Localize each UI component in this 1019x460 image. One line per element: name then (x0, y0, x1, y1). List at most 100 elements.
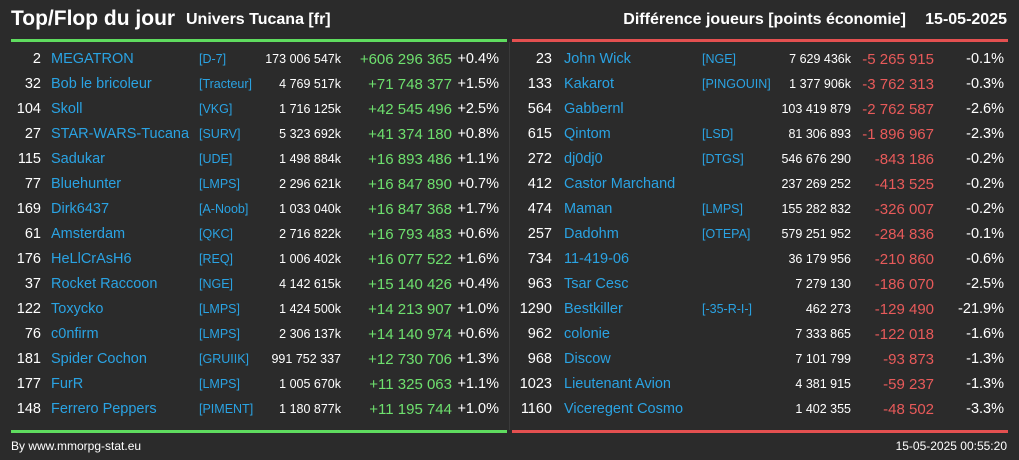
footer-timestamp: 15-05-2025 00:55:20 (895, 439, 1007, 453)
percent-change: -2.5% (966, 276, 1004, 292)
player-name-link[interactable]: Rocket Raccoon (51, 276, 158, 292)
percent-change: -1.3% (966, 376, 1004, 392)
top-player-row: 37 Rocket Raccoon [NGE] 4 142 615k +15 140 4… (0, 272, 500, 297)
player-name-link[interactable]: Tsar Cesc (564, 276, 629, 292)
alliance-tag-link[interactable]: [SURV] (199, 127, 241, 141)
alliance-tag-link[interactable]: [GRUIIK] (199, 352, 250, 366)
player-rank: 963 (527, 276, 552, 292)
player-name-link[interactable]: Lieutenant Avion (564, 376, 671, 392)
player-name-link[interactable]: Bob le bricoleur (51, 76, 152, 92)
points-difference: -93 873 (883, 351, 934, 368)
alliance-tag-link[interactable]: [LSD] (702, 127, 734, 141)
header-date: 15-05-2025 (925, 11, 1007, 28)
percent-change: +0.4% (457, 276, 499, 292)
percent-change: +1.3% (457, 351, 499, 367)
alliance-tag-link[interactable]: [REQ] (199, 252, 234, 266)
alliance-tag-link[interactable]: [NGE] (702, 52, 737, 66)
player-name-link[interactable]: Qintom (564, 126, 611, 142)
player-name-link[interactable]: John Wick (564, 51, 631, 67)
alliance-tag-link[interactable]: [LMPS] (199, 302, 240, 316)
player-name-link[interactable]: Bluehunter (51, 176, 122, 192)
player-rank: 104 (16, 101, 41, 117)
alliance-tag-link[interactable]: [A-Noob] (199, 202, 249, 216)
player-name-link[interactable]: Dirk6437 (51, 201, 110, 217)
alliance-tag-link[interactable]: [NGE] (199, 277, 234, 291)
top-player-row: 27 STAR-WARS-Tucana [SURV] 5 323 692k +41 37… (0, 122, 500, 147)
player-name-link[interactable]: c0nfirm (51, 326, 99, 342)
player-name-link[interactable]: Bestkiller (564, 301, 623, 317)
player-rank: 1160 (520, 401, 552, 417)
player-name-link[interactable]: Dadohm (564, 226, 619, 242)
top-divider-bar (11, 39, 507, 42)
player-name-link[interactable]: Skoll (51, 101, 83, 117)
player-name-link[interactable]: 11-419-06 (564, 251, 630, 267)
alliance-tag-link[interactable]: [LMPS] (199, 177, 240, 191)
player-name-link[interactable]: Sadukar (51, 151, 106, 167)
player-points: 1 402 355 (795, 402, 851, 416)
player-name-link[interactable]: MEGATRON (51, 51, 134, 67)
player-name-link[interactable]: FurR (51, 376, 84, 392)
alliance-tag-link[interactable]: [PIMENT] (199, 402, 254, 416)
top-player-row: 177 FurR [LMPS] 1 005 670k +11 325 063 +1.1% (0, 372, 500, 397)
player-name-link[interactable]: colonie (564, 326, 610, 342)
percent-change: +1.7% (457, 201, 499, 217)
player-name-link[interactable]: Amsterdam (51, 226, 126, 242)
player-name-link[interactable]: dj0dj0 (564, 151, 603, 167)
alliance-tag-link[interactable]: [-35-R-I-] (702, 302, 752, 316)
points-difference: -59 237 (883, 376, 934, 393)
player-rank: 61 (24, 226, 41, 242)
percent-change: +0.4% (457, 51, 499, 67)
player-rank: 257 (527, 226, 552, 242)
percent-change: +0.8% (457, 126, 499, 142)
alliance-tag-link[interactable]: [PINGOUIN] (702, 77, 771, 91)
points-difference: +606 296 365 (359, 51, 452, 68)
alliance-tag-link[interactable]: [OTEPA] (702, 227, 751, 241)
percent-change: +1.0% (457, 301, 499, 317)
player-name-link[interactable]: Kakarot (564, 76, 614, 92)
alliance-tag-link[interactable]: [LMPS] (199, 377, 240, 391)
player-name-link[interactable]: Castor Marchand (564, 176, 676, 192)
top-player-row: 176 HeLlCrAsH6 [REQ] 1 006 402k +16 077 522 +… (0, 247, 500, 272)
player-points: 4 142 615k (279, 277, 341, 291)
player-points: 1 033 040k (279, 202, 341, 216)
player-rank: 962 (527, 326, 552, 342)
player-points: 5 323 692k (279, 127, 341, 141)
player-name-link[interactable]: HeLlCrAsH6 (51, 251, 132, 267)
player-name-link[interactable]: Discow (564, 351, 611, 367)
player-name-link[interactable]: Ferrero Peppers (51, 401, 157, 417)
alliance-tag-link[interactable]: [DTGS] (702, 152, 744, 166)
player-rank: 115 (17, 151, 41, 167)
percent-change: +1.1% (457, 151, 499, 167)
flop-player-row: 257 Dadohm [OTEPA] 579 251 952 -284 836 -0.1% (510, 222, 1010, 247)
percent-change: -2.3% (966, 126, 1004, 142)
alliance-tag-link[interactable]: [LMPS] (199, 327, 240, 341)
player-name-link[interactable]: Gabbernl (564, 101, 624, 117)
player-name-link[interactable]: Spider Cochon (51, 351, 147, 367)
points-difference: -129 490 (874, 301, 934, 318)
player-name-link[interactable]: Toxycko (51, 301, 104, 317)
player-rank: 23 (535, 51, 552, 67)
alliance-tag-link[interactable]: [D-7] (199, 52, 227, 66)
alliance-tag-link[interactable]: [UDE] (199, 152, 233, 166)
player-points: 7 101 799 (795, 352, 851, 366)
player-points: 7 333 865 (795, 327, 851, 341)
player-name-link[interactable]: Viceregent Cosmo (564, 401, 684, 417)
player-points: 579 251 952 (781, 227, 851, 241)
player-rank: 615 (527, 126, 552, 142)
percent-change: +1.1% (457, 376, 499, 392)
alliance-tag-link[interactable]: [QKC] (199, 227, 234, 241)
alliance-tag-link[interactable]: [VKG] (199, 102, 233, 116)
alliance-tag-link[interactable]: [Tracteur] (199, 77, 253, 91)
points-difference: -3 762 313 (862, 76, 934, 93)
player-rank: 122 (16, 301, 41, 317)
player-rank: 1290 (519, 301, 552, 317)
alliance-tag-link[interactable]: [LMPS] (702, 202, 743, 216)
player-rank: 169 (16, 201, 41, 217)
player-rank: 564 (527, 101, 552, 117)
player-points: 462 273 (805, 302, 851, 316)
points-difference: -2 762 587 (862, 101, 934, 118)
player-points: 81 306 893 (788, 127, 851, 141)
player-points: 4 381 915 (795, 377, 851, 391)
player-name-link[interactable]: STAR-WARS-Tucana (51, 126, 190, 142)
player-name-link[interactable]: Maman (564, 201, 613, 217)
